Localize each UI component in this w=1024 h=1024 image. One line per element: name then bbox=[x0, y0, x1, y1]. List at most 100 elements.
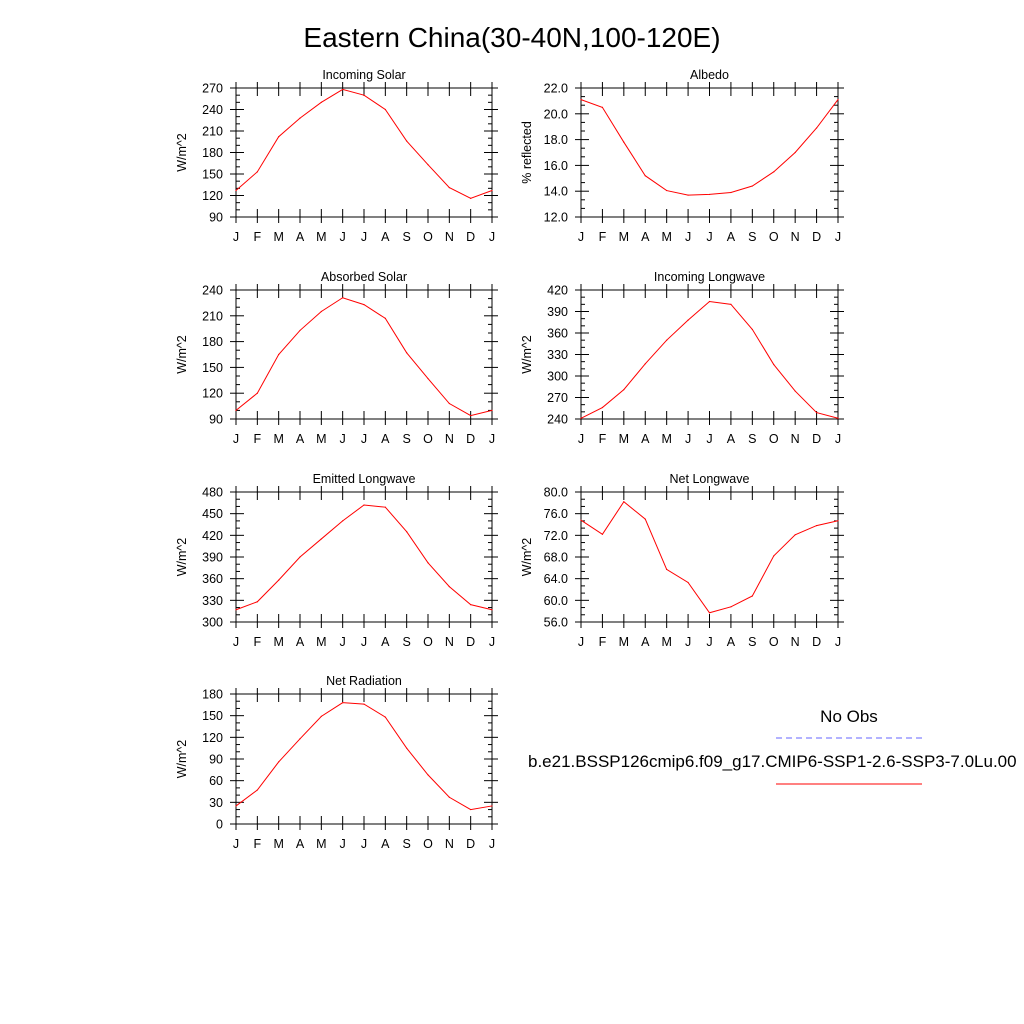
data-point bbox=[730, 191, 732, 194]
y-tick-label: 18.0 bbox=[544, 133, 568, 147]
data-point bbox=[470, 808, 472, 811]
data-point bbox=[837, 417, 839, 419]
data-point bbox=[815, 524, 818, 527]
x-tick-label: A bbox=[641, 635, 650, 649]
x-tick-label: J bbox=[578, 635, 584, 649]
panel-title: Emitted Longwave bbox=[313, 472, 416, 486]
y-tick-label: 90 bbox=[209, 413, 223, 427]
data-point bbox=[427, 377, 429, 380]
data-point bbox=[299, 738, 301, 740]
x-tick-label: O bbox=[423, 230, 433, 244]
data-point bbox=[235, 805, 237, 807]
x-tick-label: J bbox=[706, 230, 712, 244]
data-point bbox=[580, 519, 582, 521]
data-point bbox=[644, 175, 646, 177]
x-tick-label: J bbox=[578, 432, 584, 446]
x-tick-label: M bbox=[273, 837, 283, 851]
y-tick-label: 14.0 bbox=[544, 185, 568, 199]
y-axis-label: W/m^2 bbox=[520, 538, 534, 577]
data-point bbox=[666, 189, 668, 192]
data-point bbox=[708, 300, 711, 303]
y-tick-label: 80.0 bbox=[544, 486, 568, 500]
data-point bbox=[363, 504, 365, 506]
x-tick-label: J bbox=[489, 635, 495, 649]
data-point bbox=[837, 99, 839, 101]
x-tick-label: J bbox=[233, 837, 239, 851]
data-point bbox=[320, 715, 322, 717]
data-point bbox=[342, 88, 344, 91]
data-point bbox=[235, 409, 237, 411]
y-axis-label: W/m^2 bbox=[175, 740, 189, 779]
data-point bbox=[470, 414, 472, 417]
y-tick-label: 120 bbox=[202, 387, 223, 401]
y-tick-label: 360 bbox=[202, 572, 223, 586]
y-tick-label: 420 bbox=[202, 529, 223, 543]
data-point bbox=[384, 506, 386, 508]
data-point bbox=[320, 310, 322, 313]
data-point bbox=[730, 303, 732, 305]
x-tick-label: A bbox=[381, 837, 390, 851]
data-point bbox=[406, 531, 408, 533]
data-point bbox=[644, 518, 646, 520]
y-tick-label: 60.0 bbox=[544, 594, 568, 608]
x-tick-label: D bbox=[466, 635, 475, 649]
y-tick-label: 150 bbox=[202, 168, 223, 182]
data-point bbox=[448, 187, 450, 189]
legend-model-label: b.e21.BSSP126cmip6.f09_g17.CMIP6-SSP1-2.… bbox=[528, 752, 1017, 771]
data-point bbox=[363, 94, 365, 96]
data-point bbox=[644, 363, 646, 365]
y-tick-label: 180 bbox=[202, 146, 223, 160]
x-tick-label: F bbox=[254, 837, 262, 851]
x-tick-label: M bbox=[619, 432, 629, 446]
x-tick-label: M bbox=[316, 432, 326, 446]
data-point bbox=[427, 562, 429, 564]
x-tick-label: M bbox=[661, 432, 671, 446]
y-tick-label: 390 bbox=[202, 551, 223, 565]
y-axis-label: W/m^2 bbox=[520, 335, 534, 374]
data-point bbox=[708, 612, 711, 614]
x-tick-label: J bbox=[489, 230, 495, 244]
x-tick-label: J bbox=[489, 432, 495, 446]
x-tick-label: J bbox=[340, 230, 346, 244]
x-tick-label: J bbox=[685, 230, 691, 244]
x-tick-label: J bbox=[835, 635, 841, 649]
x-tick-label: M bbox=[316, 230, 326, 244]
data-point bbox=[299, 556, 301, 558]
data-point bbox=[470, 604, 472, 606]
y-tick-label: 20.0 bbox=[544, 107, 568, 121]
data-point bbox=[666, 568, 668, 571]
x-tick-label: J bbox=[489, 837, 495, 851]
x-tick-label: A bbox=[727, 230, 736, 244]
x-tick-label: J bbox=[233, 230, 239, 244]
x-tick-label: F bbox=[599, 230, 607, 244]
data-point bbox=[815, 411, 818, 414]
data-point bbox=[342, 297, 344, 299]
data-point bbox=[406, 352, 408, 354]
y-tick-label: 120 bbox=[202, 189, 223, 203]
x-tick-label: M bbox=[661, 230, 671, 244]
y-tick-label: 300 bbox=[202, 616, 223, 630]
x-tick-label: D bbox=[812, 635, 821, 649]
data-point bbox=[666, 339, 668, 341]
x-tick-label: F bbox=[254, 230, 262, 244]
data-point bbox=[278, 136, 280, 138]
data-point bbox=[773, 363, 775, 366]
data-point bbox=[384, 108, 386, 111]
data-point bbox=[687, 194, 689, 196]
y-tick-label: 330 bbox=[202, 594, 223, 608]
x-tick-label: S bbox=[402, 837, 410, 851]
y-tick-label: 90 bbox=[209, 753, 223, 767]
data-point bbox=[730, 606, 732, 608]
x-tick-label: J bbox=[340, 635, 346, 649]
data-point bbox=[794, 151, 796, 154]
x-tick-label: J bbox=[361, 635, 367, 649]
x-tick-label: A bbox=[727, 432, 736, 446]
y-tick-label: 76.0 bbox=[544, 507, 568, 521]
data-point bbox=[448, 402, 450, 405]
data-point bbox=[773, 171, 775, 173]
y-tick-label: 270 bbox=[547, 391, 568, 405]
x-tick-label: O bbox=[769, 635, 779, 649]
